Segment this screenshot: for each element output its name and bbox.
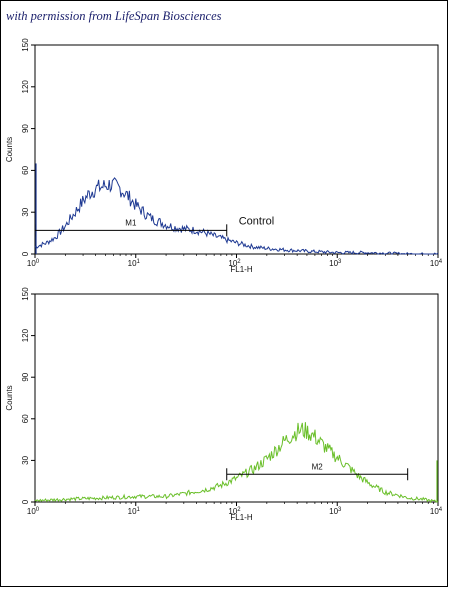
y-tick-label: 30	[21, 455, 30, 464]
x-tick-label: 101	[128, 507, 141, 516]
y-tick-label: 30	[21, 207, 30, 216]
permission-credit: with permission from LifeSpan Bioscience…	[6, 9, 222, 23]
x-tick-label: 102	[228, 259, 241, 268]
histogram-series-top	[34, 177, 439, 255]
x-tick-label: 101	[128, 259, 141, 268]
plot-area-border	[34, 44, 439, 255]
y-tick-label: 60	[21, 165, 30, 174]
y-tick-label: 90	[21, 124, 30, 133]
x-axis-label: FL1-H	[230, 513, 252, 522]
y-axis-label: Counts	[5, 137, 14, 162]
x-tick-label: 104	[430, 507, 443, 516]
y-tick-label: 0	[21, 251, 30, 256]
plot-area-border	[34, 293, 439, 503]
histogram-series-bottom	[34, 422, 439, 504]
x-tick-label: 104	[430, 259, 443, 268]
marker-gate-label: M2	[312, 462, 324, 471]
chart-panel-bottom: 0 30 60 90 120 150 Counts 100 101 102 103 104 FL1-H M…	[5, 287, 443, 522]
y-tick-label: 150	[21, 38, 30, 52]
x-tick-label: 100	[27, 259, 40, 268]
y-tick-label: 90	[21, 372, 30, 381]
x-tick-label: 102	[228, 507, 241, 516]
y-tick-label: 120	[21, 80, 30, 94]
x-axis-label: FL1-H	[230, 265, 252, 274]
y-axis-label: Counts	[5, 385, 14, 410]
y-tick-label: 150	[21, 287, 30, 301]
y-tick-label: 120	[21, 328, 30, 342]
x-tick-label: 103	[329, 259, 342, 268]
control-annotation: Control	[239, 215, 274, 227]
x-tick-label: 103	[329, 507, 342, 516]
y-tick-label: 60	[21, 414, 30, 423]
x-tick-label: 100	[27, 507, 40, 516]
marker-gate-label: M1	[125, 218, 137, 227]
y-tick-label: 0	[21, 499, 30, 504]
chart-panel-top: 0 30 60 90 120 150 Counts 100 101 102 103 104 FL1-H M…	[5, 38, 443, 274]
